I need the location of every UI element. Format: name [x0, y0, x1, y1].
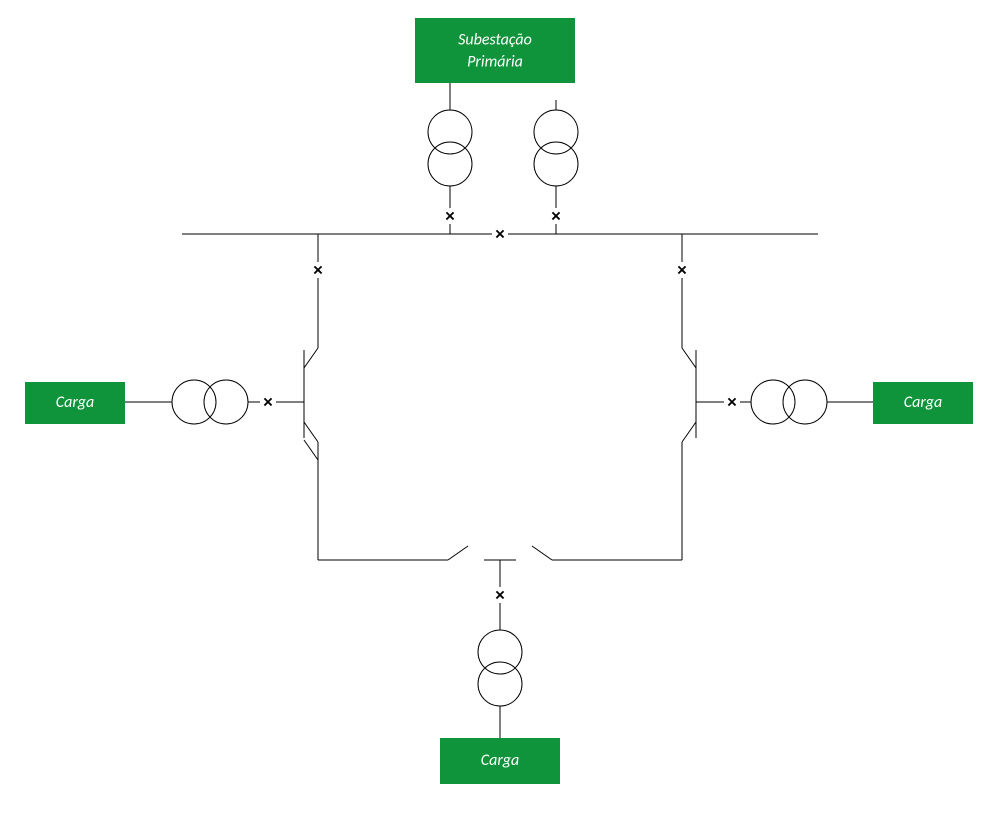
- load-bottom-box: Carga: [440, 738, 560, 784]
- svg-text:Subestação: Subestação: [458, 30, 532, 49]
- svg-text:Carga: Carga: [904, 393, 943, 412]
- transformer-right: [751, 380, 827, 424]
- svg-text:Primária: Primária: [467, 52, 523, 71]
- breaker-xfmr-top-right: ×: [551, 206, 561, 225]
- breaker-load-bottom: ×: [495, 585, 505, 604]
- load-right-box: Carga: [873, 382, 973, 424]
- breaker-load-right: ×: [727, 392, 737, 411]
- substation-box: Subestação Primária: [415, 18, 575, 83]
- breaker-top-left-tap: ×: [313, 260, 323, 279]
- breaker-xfmr-top-left: ×: [445, 206, 455, 225]
- diagram-canvas: Subestação Primária Carga Carga Carga × × × × × × ×…: [0, 0, 1000, 817]
- breaker-load-left: ×: [263, 392, 273, 411]
- load-left-box: Carga: [25, 382, 125, 424]
- breaker-top-middle-tie: ×: [495, 224, 505, 243]
- transformer-left: [172, 380, 248, 424]
- transformer-top-left: [428, 110, 472, 186]
- transformer-top-right: [534, 110, 578, 186]
- transformer-bottom: [478, 630, 522, 706]
- svg-text:Carga: Carga: [56, 393, 95, 412]
- svg-text:Carga: Carga: [481, 751, 520, 770]
- breaker-top-right-tap: ×: [677, 260, 687, 279]
